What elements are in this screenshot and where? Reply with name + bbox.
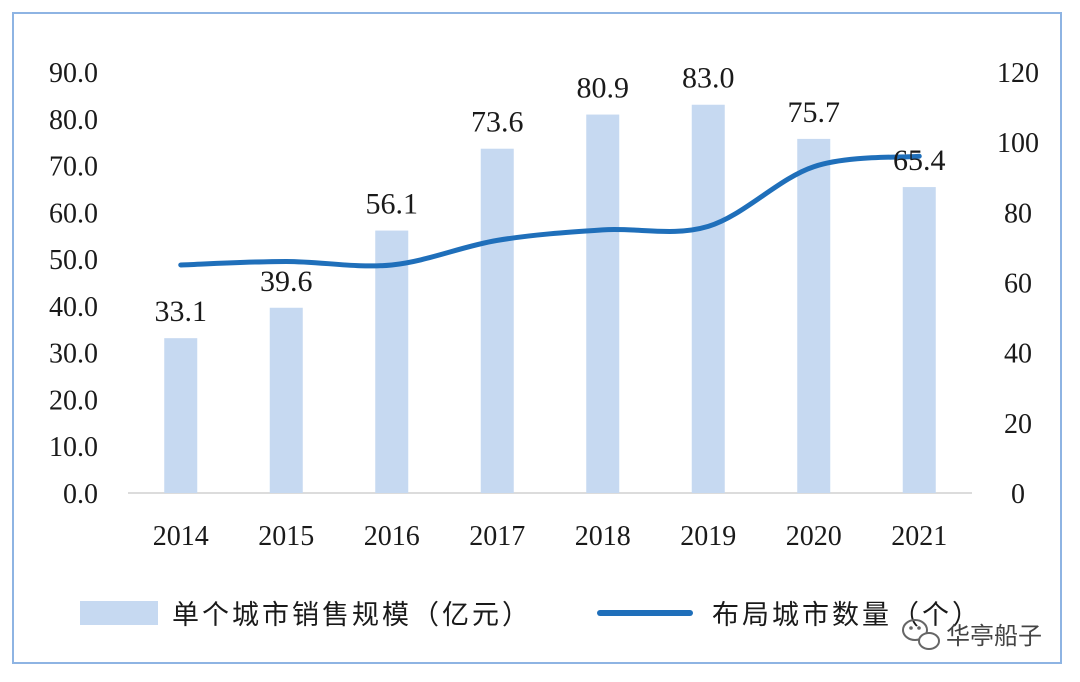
x-tick-label: 2014 [153, 521, 209, 552]
left-tick-label: 90.0 [49, 58, 98, 89]
bar-data-label: 33.1 [155, 295, 208, 328]
chart-frame [12, 12, 1062, 664]
left-tick-label: 50.0 [49, 245, 98, 276]
right-tick-label: 120 [997, 58, 1039, 89]
bar [797, 138, 831, 494]
x-axis: 2014 2015 2016 2017 2018 2019 2020 2021 [153, 521, 948, 552]
left-tick-label: 0.0 [63, 479, 98, 510]
x-tick-label: 2016 [364, 521, 420, 552]
legend-line-label: 布局城市数量（个） [712, 600, 982, 631]
bar-data-label: 56.1 [366, 188, 419, 221]
x-tick-label: 2019 [680, 521, 736, 552]
bar [480, 148, 514, 493]
bar-data-label: 80.9 [577, 72, 630, 105]
left-tick-label: 10.0 [49, 432, 98, 463]
series-line [178, 153, 922, 269]
bar-data-label: 73.6 [471, 106, 524, 139]
legend: 单个城市销售规模（亿元） 布局城市数量（个） [80, 600, 982, 631]
x-tick-label: 2015 [258, 521, 314, 552]
left-tick-label: 20.0 [49, 385, 98, 416]
x-tick-label: 2018 [575, 521, 631, 552]
left-tick-label: 30.0 [49, 339, 98, 370]
left-tick-label: 80.0 [49, 105, 98, 136]
bar-data-label: 65.4 [893, 144, 946, 177]
x-tick-label: 2017 [469, 521, 525, 552]
left-tick-label: 70.0 [49, 152, 98, 183]
bar [586, 114, 620, 493]
right-tick-label: 0 [1011, 479, 1025, 510]
right-tick-label: 40 [1004, 339, 1032, 370]
bar [269, 307, 303, 493]
right-axis: 0 20 40 60 80 100 120 [997, 58, 1039, 510]
right-tick-label: 60 [1004, 269, 1032, 300]
data-labels: 33.1 39.6 56.1 73.6 80.9 83.0 75.7 65.4 [155, 62, 946, 328]
legend-bar-label: 单个城市销售规模（亿元） [172, 600, 532, 631]
bar [375, 230, 409, 493]
right-tick-label: 100 [997, 128, 1039, 159]
wechat-icon [902, 619, 940, 650]
bar-series [164, 104, 936, 494]
right-tick-label: 20 [1004, 409, 1032, 440]
watermark: 华亭船子 [902, 619, 1042, 650]
left-tick-label: 40.0 [49, 292, 98, 323]
left-tick-label: 60.0 [49, 198, 98, 229]
bar [902, 187, 936, 493]
bar-data-label: 75.7 [788, 96, 841, 129]
watermark-text: 华亭船子 [946, 622, 1042, 650]
bar [691, 104, 725, 493]
bar-data-label: 83.0 [682, 62, 735, 95]
x-tick-label: 2020 [786, 521, 842, 552]
left-axis: 0.0 10.0 20.0 30.0 40.0 50.0 60.0 70.0 80.0 90.0 [49, 58, 98, 510]
right-tick-label: 80 [1004, 198, 1032, 229]
x-tick-label: 2021 [891, 521, 947, 552]
legend-bar-swatch [80, 601, 158, 625]
line-series [178, 153, 922, 269]
bar-data-label: 39.6 [260, 265, 313, 298]
bar [164, 338, 198, 493]
